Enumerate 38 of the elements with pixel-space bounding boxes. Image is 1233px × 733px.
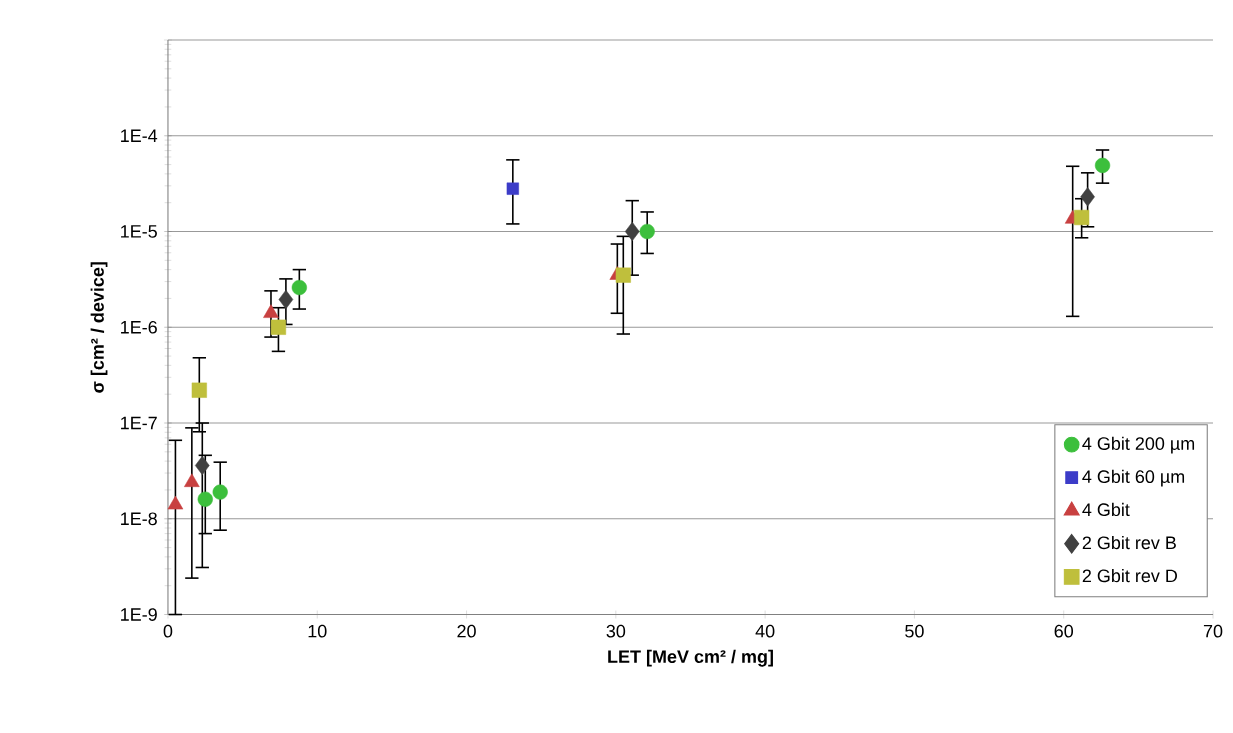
point [1074,209,1090,226]
point [197,491,213,507]
point [1094,157,1111,173]
x-tick-label: 10 [308,624,327,638]
y-axis-title: σ [cm² / device] [90,262,108,393]
point [506,182,519,195]
x-axis-title: LET [MeV cm² / mg] [608,649,773,667]
x-tick-label: 40 [755,624,775,638]
x-tick-label: 60 [1054,624,1074,638]
point [624,221,640,242]
point [1080,187,1095,207]
point [212,484,228,500]
point [195,455,210,476]
point [278,289,294,310]
legend-label: 2 Gbit rev D [1082,568,1177,583]
y-tick-label: 1E-9 [121,608,157,621]
y-tick-label: 1E-8 [121,512,157,526]
legend-label: 4 Gbit 60 µm [1082,469,1185,487]
x-tick-label: 0 [163,624,173,638]
x-tick-label: 50 [905,624,924,638]
y-tick-label: 1E-7 [121,416,157,430]
y-tick-label: 1E-5 [121,225,157,238]
point [167,495,184,510]
y-tick-label: 1E-4 [121,129,158,142]
legend-label: 2 Gbit rev B [1082,535,1176,550]
point [263,304,279,318]
y-tick-label: 1E-6 [121,320,157,334]
legend-label: 4 Gbit 200 µm [1082,436,1195,454]
x-tick-label: 30 [606,624,626,638]
x-tick-label: 20 [457,624,476,638]
point [191,382,207,398]
point [270,319,287,335]
x-tick-label: 70 [1203,624,1223,638]
point [615,267,631,283]
legend-label: 4 Gbit [1082,502,1130,517]
point [639,223,655,240]
point [184,473,200,487]
point [291,279,307,296]
